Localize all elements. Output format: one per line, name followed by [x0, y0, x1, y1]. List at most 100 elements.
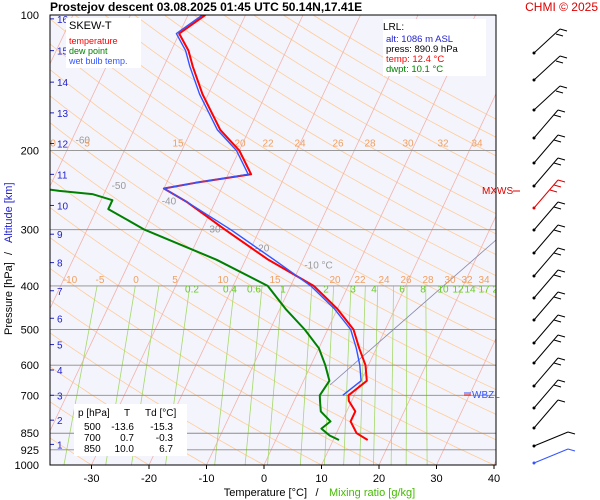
adiabat-label-200: 26 — [332, 138, 344, 149]
x-tick-label: -10 — [199, 473, 215, 485]
wind-barb-flag — [553, 229, 562, 233]
adiabat-label-385: 0 — [133, 275, 139, 286]
mixing-ratio-label: 12 — [452, 284, 464, 295]
wind-barb-flag — [557, 179, 566, 183]
pressure-tick-label: 400 — [21, 281, 39, 293]
mixing-ratio-line — [214, 285, 235, 465]
dry-adiabat — [50, 43, 496, 320]
mixing-ratio-label: 8 — [420, 284, 426, 295]
wind-barb-shaft — [533, 55, 561, 81]
lifting-line — [329, 239, 496, 386]
pressure-tick-label: 700 — [21, 390, 39, 402]
mixing-ratio-label: 1 — [280, 284, 286, 295]
adiabat-label-385: 32 — [461, 275, 473, 286]
x-tick-label: 0 — [261, 473, 267, 485]
axes-layer: 1002003004005006007008509251000123456789… — [15, 10, 501, 485]
wind-barb-flag — [557, 334, 566, 338]
altitude-tick-label: 4 — [57, 366, 63, 377]
wind-barb-base — [532, 228, 536, 232]
pressure-tick-label: 850 — [21, 428, 39, 440]
adiabat-label-200: 28 — [364, 138, 376, 149]
wind-barb-shaft — [533, 448, 569, 464]
mixing-ratio-line — [373, 285, 379, 465]
mixing-ratio-label: 0.6 — [247, 284, 261, 295]
isotherm — [552, 15, 600, 465]
wind-barb-base — [532, 184, 536, 188]
wind-barb-flag — [555, 60, 564, 64]
wind-barb-flag — [557, 109, 566, 113]
lrl-temp: temp: 12.4 °C — [386, 54, 444, 65]
dry-adiabat — [74, 15, 496, 277]
wind-barb-shaft — [533, 269, 559, 299]
altitude-tick-label: 13 — [57, 109, 69, 120]
credit-label: CHMI © 2025 — [525, 0, 598, 14]
wbzl-label: WBZL — [472, 390, 500, 401]
wind-barb-flag — [567, 431, 576, 435]
isotherm — [263, 15, 476, 465]
isotherm — [50, 15, 246, 432]
adiabat-label-385: 26 — [400, 275, 412, 286]
table-cell-t: 10.0 — [115, 444, 135, 455]
wind-barb-shaft — [533, 431, 569, 447]
table-cell-t: 0.7 — [120, 433, 134, 444]
altitude-tick-label: 11 — [57, 170, 68, 181]
legend-wetbulb: wet bulb temp. — [68, 56, 128, 66]
wind-barb-base — [532, 274, 536, 278]
table-header-p: p [hPa] — [78, 408, 110, 419]
adiabat-label-385: 30 — [444, 275, 456, 286]
table-cell-td: -15.3 — [150, 422, 173, 433]
wind-barb-flag — [557, 291, 566, 295]
table-cell-t: -13.6 — [111, 422, 134, 433]
wind-barb-base — [532, 444, 536, 448]
wind-barb-base — [532, 361, 536, 365]
series-temperature — [162, 15, 369, 441]
mixing-ratio-line — [405, 285, 408, 465]
mixing-ratio-line — [267, 285, 283, 465]
adiabat-label-385: 22 — [354, 275, 366, 286]
x-tick-label: 40 — [488, 473, 500, 485]
wind-barb-base — [532, 406, 536, 410]
isotherm-label: -20 — [255, 243, 270, 254]
isotherm-label: -60 — [76, 135, 91, 146]
table-cell-p: 500 — [84, 422, 101, 433]
wind-barb-flag — [557, 269, 566, 273]
altitude-tick-label: 1 — [57, 440, 63, 451]
isotherm-label: -50 — [112, 181, 127, 192]
wind-barb-flag — [557, 247, 566, 251]
grid-clipped: -80 °C-70-60-50-40-30-20-10 °C0515202224… — [50, 15, 600, 465]
wind-barb-base — [532, 108, 536, 112]
adiabat-label-385: 20 — [329, 275, 341, 286]
wind-barb-flag — [557, 357, 566, 361]
wind-barb-base — [532, 136, 536, 140]
wind-barb-shaft — [533, 334, 559, 364]
isotherm — [378, 215, 496, 465]
isotherm — [50, 15, 189, 310]
isotherm — [493, 459, 496, 465]
curves-layer — [50, 15, 369, 441]
dry-adiabat — [50, 95, 496, 367]
wind-barb-shaft — [533, 85, 561, 111]
pressure-tick-label: 925 — [21, 445, 39, 457]
ylabel-pressure: Pressure [hPa] — [3, 262, 15, 335]
wind-barb-flag — [549, 189, 558, 193]
wind-barb-shaft — [533, 28, 561, 54]
dry-adiabat — [164, 15, 496, 215]
wind-barb-base — [532, 384, 536, 388]
grid-layer: -80 °C-70-60-50-40-30-20-10 °C0515202224… — [50, 15, 600, 465]
mixing-ratio-label: 0.2 — [185, 284, 199, 295]
mixing-ratio-line — [299, 285, 313, 465]
pressure-tick-label: 300 — [21, 225, 39, 237]
curves-clipped — [50, 15, 369, 441]
mixing-ratio-line — [324, 285, 335, 465]
altitude-tick-label: 10 — [57, 201, 69, 212]
xlabel-mixing: Mixing ratio [g/kg] — [329, 487, 415, 499]
dry-adiabat — [50, 149, 496, 415]
isotherm-label: -40 — [162, 197, 177, 208]
wind-barbs — [532, 28, 576, 465]
wind-barb-flag — [555, 33, 564, 37]
lrl-title: LRL: — [383, 22, 404, 33]
x-tick-label: -30 — [84, 473, 100, 485]
wind-barb-shaft — [533, 291, 559, 321]
wind-barb-flag — [559, 55, 568, 59]
dry-adiabat — [104, 15, 496, 256]
